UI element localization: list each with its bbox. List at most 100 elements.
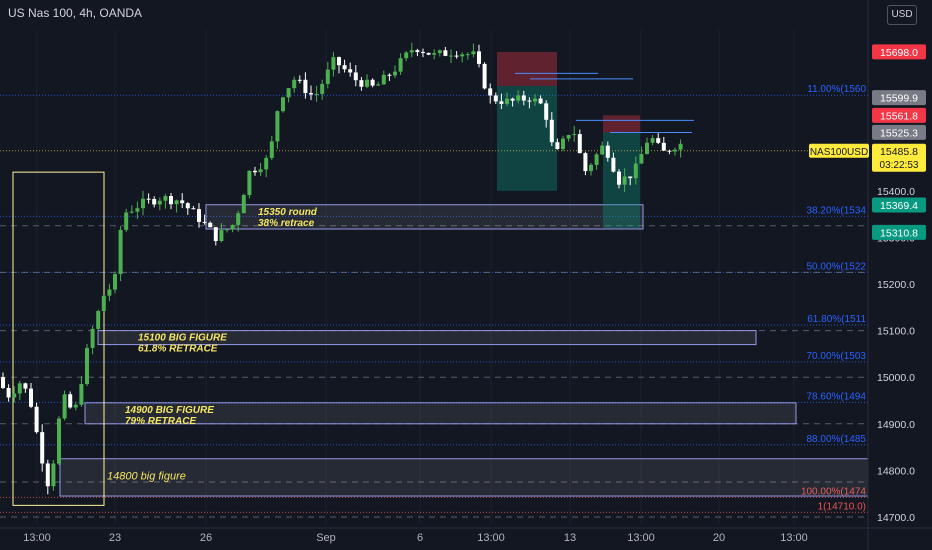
symbol-tag-label: NAS100USD [810, 147, 868, 158]
candle-body [79, 383, 84, 405]
candle-body [57, 418, 61, 464]
candle-body [432, 53, 437, 55]
price-tag [872, 107, 926, 123]
candle-body [499, 101, 504, 104]
price-tag [872, 124, 926, 140]
zone-box [205, 204, 644, 230]
candle-body [611, 157, 616, 172]
candle-body [393, 71, 397, 76]
price-tick-label: 15000.0 [877, 372, 915, 384]
price-tick-label: 14900.0 [877, 419, 915, 431]
zone-box [97, 330, 757, 346]
grid [36, 30, 795, 524]
candle-body [555, 142, 560, 149]
candle-body [68, 394, 73, 408]
candle-body [208, 222, 213, 228]
fib-level-label: 61.80%(1511 [807, 314, 866, 325]
candle-body [320, 83, 325, 94]
candle-body [303, 79, 308, 94]
candle-body [107, 289, 112, 296]
zone-label: 61.8% RETRACE [138, 344, 218, 355]
fib-level-label: 38.20%(1534 [807, 205, 867, 216]
zone-label: 38% retrace [258, 218, 315, 229]
candle-body [365, 79, 369, 87]
candle-body [359, 80, 364, 87]
candle-body [409, 50, 414, 53]
current-price-label: 15485.8 [880, 146, 918, 158]
candle-body [443, 50, 448, 56]
candle-body [370, 79, 375, 86]
candle-body [667, 150, 672, 152]
candle-body [387, 74, 392, 76]
fib-level-label: 11.00%(1560 [807, 84, 866, 95]
candle-body [325, 69, 330, 84]
currency-button[interactable]: USD [887, 5, 917, 25]
fib-level-label: 50.00%(1522 [807, 261, 867, 272]
candle-body [152, 199, 157, 205]
candle-body [17, 383, 22, 394]
time-tick-label: 23 [109, 532, 121, 544]
candle-body [45, 463, 50, 487]
candle-body [297, 79, 302, 81]
time-tick-label: 13 [564, 532, 576, 544]
candle-body [561, 138, 565, 149]
candle-body [527, 100, 532, 102]
chart-title: US Nas 100, 4h, OANDA [8, 6, 143, 20]
price-tag-label: 15525.3 [880, 127, 918, 139]
candle-body [141, 198, 145, 209]
candle-body [661, 142, 666, 151]
candle-body [577, 134, 582, 154]
candle-body [40, 432, 45, 464]
fib-level-label: 78.60%(1494 [807, 391, 867, 402]
candle-body [538, 98, 543, 104]
fibonacci-levels: 11.00%(1560 38.20%(1534 50.00%(1522 61.80%(… [0, 84, 868, 513]
candle-body [129, 211, 134, 213]
candle-body [633, 163, 638, 179]
candle-body [118, 229, 123, 275]
price-tick-label: 14800.0 [877, 465, 915, 477]
candle-body [639, 154, 644, 164]
price-tag-label: 15310.8 [880, 227, 918, 239]
price-tick-label: 15400.0 [877, 186, 915, 198]
price-tag-label: 15561.8 [880, 110, 918, 122]
candle-body [157, 200, 162, 205]
price-tick-label: 14700.0 [877, 512, 915, 524]
candle-body [342, 65, 347, 70]
time-tick-label: 20 [713, 532, 725, 544]
candle-body [163, 196, 168, 201]
candle-body [465, 54, 470, 56]
price-tick-label: 15200.0 [877, 279, 915, 291]
candle-body [236, 213, 241, 225]
candle-body [348, 69, 353, 73]
candle-body [426, 52, 431, 55]
fib-level-label: 1(14710.0) [818, 501, 866, 512]
candle-body [645, 142, 649, 155]
candle-body [314, 93, 319, 95]
candle-body [600, 145, 605, 155]
candle-body [544, 103, 549, 120]
candle-body [404, 52, 409, 59]
candle-body [376, 84, 381, 86]
candle-body [650, 138, 655, 143]
candle-body [521, 95, 526, 101]
candle-body [510, 98, 515, 101]
candle-body [23, 383, 28, 389]
zone-label: 15350 round [258, 207, 318, 218]
candle-body [1, 377, 5, 388]
candle-body [454, 55, 459, 57]
time-tick-label: 26 [200, 532, 212, 544]
candle-body [197, 209, 201, 222]
candle-body [124, 212, 129, 230]
candle-body [101, 295, 106, 312]
position-tools [0, 51, 868, 229]
fib-level-label: 88.00%(1485 [807, 434, 867, 445]
candle-body [174, 200, 179, 205]
zone-label: 14800 big figure [107, 470, 186, 482]
candle-body [583, 153, 588, 172]
price-tag-label: 15698.0 [880, 47, 918, 59]
zone-box [59, 458, 869, 497]
zone-label: 79% RETRACE [125, 416, 196, 427]
time-tick-label: 13:00 [780, 532, 808, 544]
symbol-tag [809, 143, 869, 158]
